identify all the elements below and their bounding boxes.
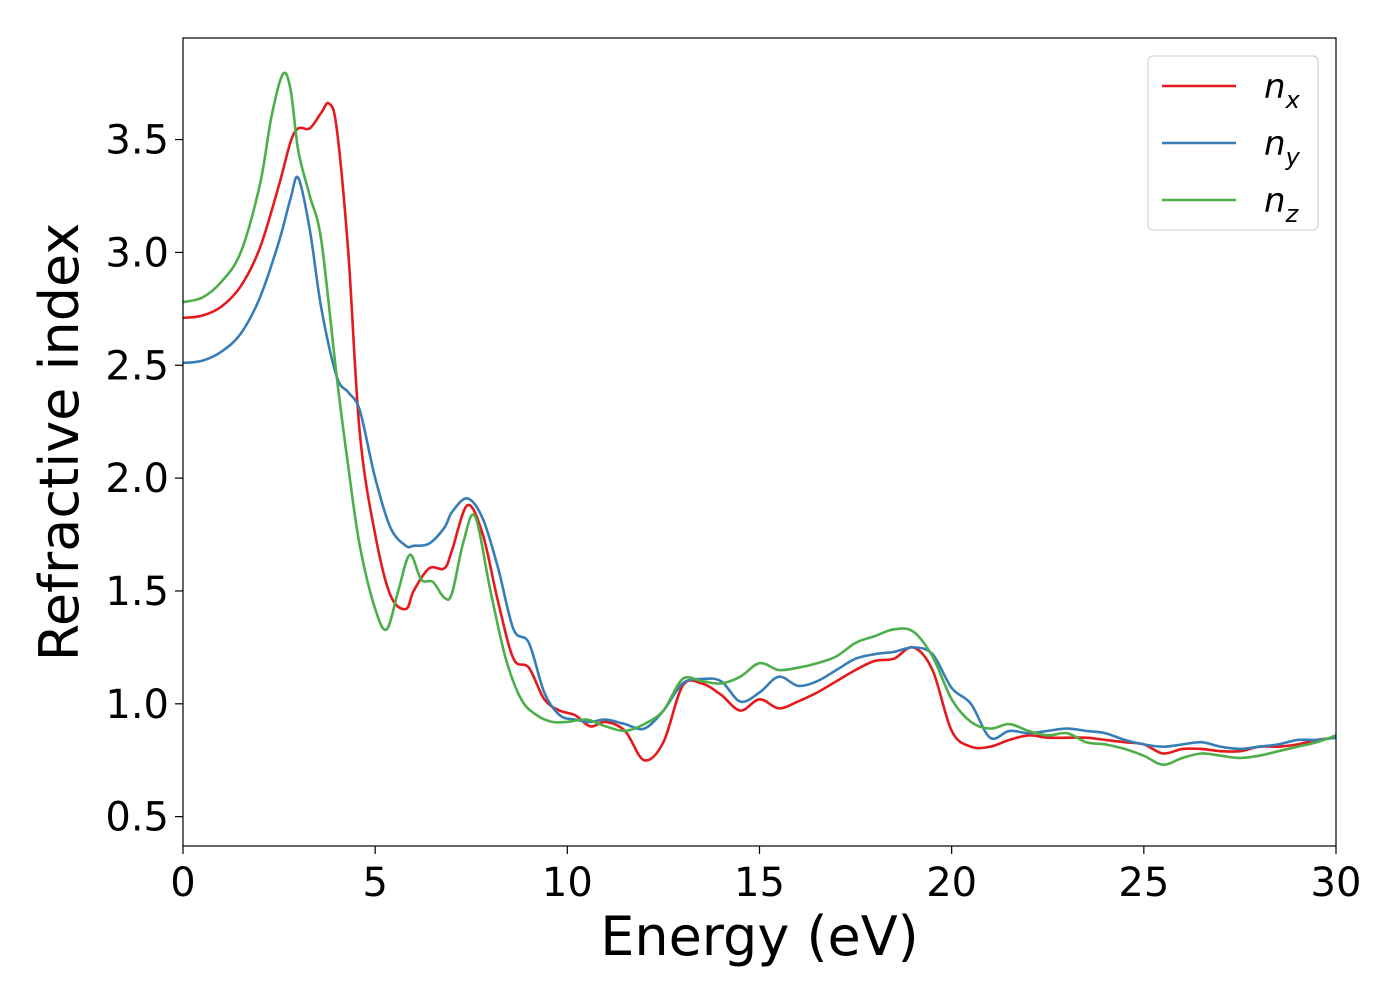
x-axis: 0 5 10 15 20 25 30 bbox=[170, 846, 1361, 906]
y-tick-label: 2.0 bbox=[105, 456, 169, 502]
x-tick-label: 10 bbox=[542, 860, 593, 906]
legend-label-subscript: z bbox=[1285, 200, 1300, 228]
legend-label-subscript: y bbox=[1285, 143, 1301, 171]
y-tick-label: 1.0 bbox=[105, 682, 169, 728]
x-tick-label: 0 bbox=[170, 860, 195, 906]
x-axis-title: Energy (eV) bbox=[600, 905, 919, 968]
legend-label-base: n bbox=[1264, 181, 1286, 221]
series-line-n-y bbox=[183, 175, 1336, 751]
y-tick-label: 3.0 bbox=[105, 230, 169, 276]
legend-label-n-z: nz bbox=[1264, 181, 1300, 228]
y-tick-label: 2.5 bbox=[105, 343, 169, 389]
x-tick-label: 20 bbox=[926, 860, 977, 906]
series-layer bbox=[183, 71, 1336, 767]
series-line-n-x bbox=[183, 101, 1336, 762]
x-tick-label: 5 bbox=[362, 860, 387, 906]
legend-label-n-y: ny bbox=[1264, 124, 1301, 171]
y-tick-label: 0.5 bbox=[105, 795, 169, 841]
legend-label-n-x: nx bbox=[1264, 67, 1301, 114]
y-axis-title: Refractive index bbox=[28, 223, 91, 662]
legend-label-subscript: x bbox=[1285, 86, 1301, 114]
x-tick-label: 30 bbox=[1311, 860, 1362, 906]
legend-label-base: n bbox=[1264, 67, 1286, 107]
y-tick-label: 3.5 bbox=[105, 118, 169, 164]
x-tick-label: 25 bbox=[1118, 860, 1169, 906]
legend-label-base: n bbox=[1264, 124, 1286, 164]
x-tick-label: 15 bbox=[734, 860, 785, 906]
y-tick-label: 1.5 bbox=[105, 569, 169, 615]
series-line-n-z bbox=[183, 71, 1336, 767]
y-axis: 0.5 1.0 1.5 2.0 2.5 3.0 3.5 bbox=[105, 118, 183, 841]
